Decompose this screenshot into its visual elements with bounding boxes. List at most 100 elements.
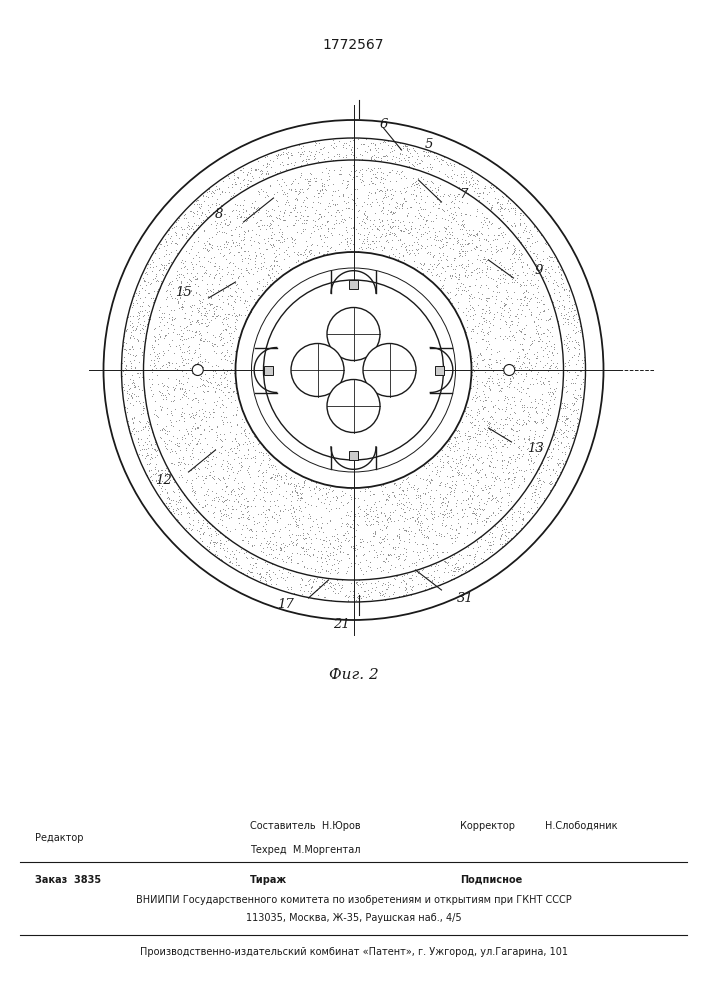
Point [483, 439, 494, 455]
Point [232, 438, 243, 454]
Point [348, 236, 359, 252]
Point [517, 341, 528, 357]
Point [216, 396, 228, 412]
Point [196, 298, 207, 314]
Point [481, 510, 493, 526]
Point [559, 298, 570, 314]
Point [490, 494, 501, 510]
Point [267, 236, 279, 252]
Point [171, 245, 182, 261]
Point [250, 193, 261, 209]
Point [318, 185, 329, 201]
Point [460, 563, 471, 579]
Point [499, 511, 510, 527]
Point [545, 352, 556, 368]
Point [547, 355, 559, 371]
Point [163, 463, 174, 479]
Point [215, 345, 226, 361]
Point [426, 506, 438, 522]
Point [163, 310, 175, 326]
Point [417, 485, 428, 501]
Point [419, 176, 431, 192]
Point [194, 340, 205, 356]
Point [534, 438, 545, 454]
Point [226, 176, 238, 192]
Point [196, 499, 207, 515]
Point [344, 487, 356, 503]
Point [489, 470, 501, 486]
Point [351, 541, 363, 557]
Point [261, 217, 272, 233]
Point [214, 270, 226, 286]
Point [257, 489, 269, 505]
Point [153, 250, 164, 266]
Point [240, 428, 252, 444]
Point [509, 469, 520, 485]
Point [202, 288, 214, 304]
Point [284, 248, 295, 264]
Point [296, 140, 307, 156]
Point [303, 177, 315, 193]
Point [173, 506, 184, 522]
Point [289, 480, 300, 496]
Point [136, 382, 148, 398]
Point [153, 350, 165, 366]
Point [373, 218, 385, 234]
Point [352, 203, 363, 219]
Point [230, 501, 242, 517]
Point [361, 240, 372, 256]
Point [328, 135, 339, 151]
Point [577, 391, 588, 407]
Circle shape [264, 280, 443, 460]
Point [182, 232, 193, 248]
Point [384, 248, 395, 264]
Point [384, 248, 395, 264]
Point [162, 314, 173, 330]
Point [257, 569, 269, 585]
Point [335, 537, 346, 553]
Point [366, 151, 377, 167]
Point [560, 453, 571, 469]
Point [320, 182, 332, 198]
Point [440, 251, 451, 267]
Point [496, 460, 508, 476]
Point [221, 291, 233, 307]
Point [160, 257, 171, 273]
Point [416, 536, 428, 552]
Point [445, 205, 457, 221]
Point [223, 470, 234, 486]
Point [365, 135, 376, 151]
Point [165, 316, 177, 332]
Point [491, 194, 503, 210]
Point [509, 254, 520, 270]
Point [371, 170, 382, 186]
Point [285, 579, 296, 595]
Point [411, 259, 423, 275]
Point [344, 550, 355, 566]
Point [481, 325, 492, 341]
Point [466, 178, 477, 194]
Point [499, 392, 510, 408]
Point [363, 588, 375, 604]
Point [297, 221, 308, 237]
Point [205, 528, 216, 544]
Point [254, 218, 265, 234]
Point [220, 506, 231, 522]
Point [523, 293, 534, 309]
Point [552, 456, 563, 472]
Point [216, 374, 227, 390]
Point [406, 242, 417, 258]
Point [520, 434, 531, 450]
Point [382, 188, 393, 204]
Point [274, 467, 285, 483]
Point [393, 150, 404, 166]
Point [285, 176, 296, 192]
Point [240, 224, 251, 240]
Point [175, 456, 186, 472]
Point [462, 181, 473, 197]
Point [479, 532, 491, 548]
Point [518, 222, 530, 238]
Point [418, 550, 429, 566]
Point [547, 475, 558, 491]
Point [193, 253, 204, 269]
